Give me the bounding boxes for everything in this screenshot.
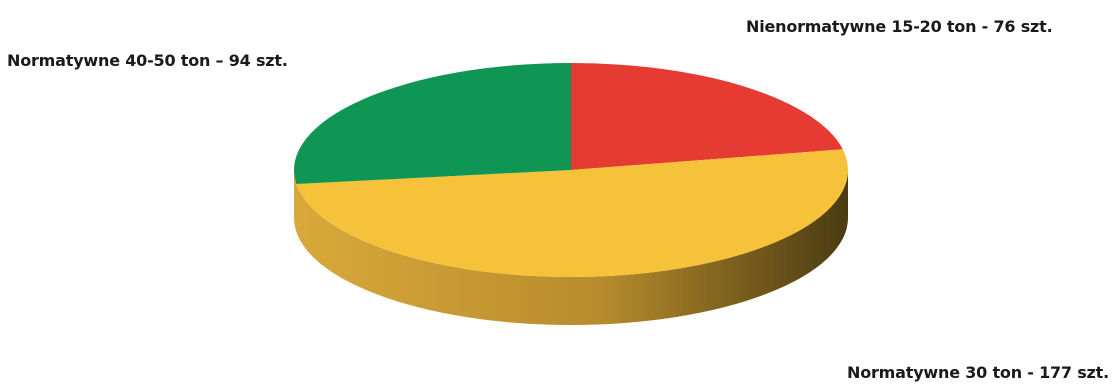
pie-top-face [294, 63, 848, 277]
pie-side-wall [294, 170, 848, 325]
slice-label-normatywne-30: Normatywne 30 ton - 177 szt. [847, 363, 1109, 382]
pie-slice-0 [571, 63, 843, 170]
pie-slice-1 [296, 149, 848, 277]
slice-label-normatywne-40-50: Normatywne 40-50 ton – 94 szt. [7, 51, 288, 70]
pie-slice-2 [294, 63, 571, 185]
pie-side-wall-surface [294, 170, 848, 325]
slice-label-nienormatywne: Nienormatywne 15-20 ton - 76 szt. [746, 17, 1053, 36]
